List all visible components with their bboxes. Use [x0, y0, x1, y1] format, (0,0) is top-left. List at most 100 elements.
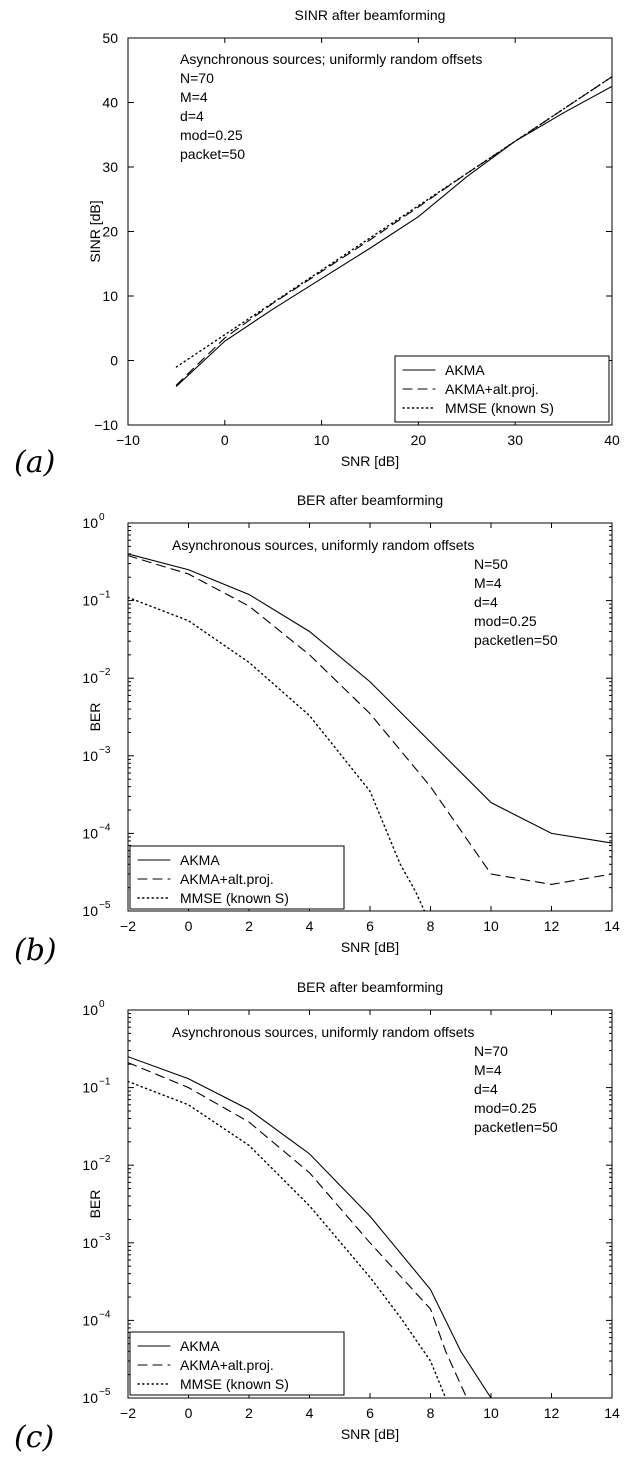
y-tick-exponent: 0	[99, 512, 105, 523]
y-tick-label: 10	[82, 1080, 98, 1096]
legend-box	[129, 1331, 345, 1396]
x-tick-label: 12	[544, 1405, 560, 1421]
x-tick-label: 2	[245, 1405, 253, 1421]
x-tick-label: 14	[604, 918, 620, 934]
x-tick-label: 4	[306, 918, 314, 934]
x-tick-label: 0	[185, 918, 193, 934]
annotation-line: d=4	[474, 594, 498, 610]
y-tick-exponent: 0	[99, 999, 105, 1010]
series-group	[128, 1056, 492, 1398]
chart-title: BER after beamforming	[297, 492, 443, 508]
series-line-1	[175, 76, 612, 386]
y-tick-label: 0	[110, 353, 118, 369]
legend-box	[394, 355, 610, 423]
annotation-line: d=4	[180, 108, 204, 124]
annotation-line: d=4	[474, 1081, 498, 1097]
y-tick-label: −10	[94, 417, 118, 433]
y-axis-label: BER	[87, 1190, 103, 1219]
series-line-0	[128, 1056, 492, 1398]
series-line-2	[128, 1080, 447, 1398]
x-tick-label: 0	[221, 432, 229, 448]
y-tick-exponent: −5	[99, 1387, 111, 1398]
y-tick-label: 10	[102, 288, 118, 304]
panel-label: (b)	[14, 933, 57, 968]
chart-title: BER after beamforming	[297, 979, 443, 995]
annotation-line: Asynchronous sources, uniformly random o…	[172, 1024, 474, 1040]
x-tick-label: 14	[604, 1405, 620, 1421]
x-tick-label: 8	[427, 918, 435, 934]
y-tick-label: 10	[82, 748, 98, 764]
y-tick-exponent: −5	[99, 900, 111, 911]
annotation-line: M=4	[474, 1062, 502, 1078]
x-tick-label: 20	[411, 432, 427, 448]
annotation-line: M=4	[180, 89, 208, 105]
x-tick-label: 10	[314, 432, 330, 448]
x-axis-label: SNR [dB]	[341, 453, 399, 469]
y-tick-label: 10	[82, 1312, 98, 1328]
legend-entry-2: MMSE (known S)	[180, 1376, 289, 1392]
legend: AKMA AKMA+alt.proj. MMSE (known S)	[129, 845, 345, 910]
y-tick-label: 20	[102, 224, 118, 240]
y-tick-exponent: −2	[99, 1154, 111, 1165]
legend: AKMA AKMA+alt.proj. MMSE (known S)	[129, 1331, 345, 1396]
series-line-0	[128, 553, 612, 844]
y-tick-exponent: −3	[99, 1232, 111, 1243]
y-tick-label: 30	[102, 159, 118, 175]
y-axis-label: SINR [dB]	[87, 200, 103, 262]
chart-panel-a: SINR after beamforming SNR [dB] SINR [dB] −…	[14, 7, 620, 480]
x-tick-label: 40	[604, 432, 620, 448]
x-tick-label: −2	[120, 918, 136, 934]
annotation-line: M=4	[474, 575, 502, 591]
legend-entry-2: MMSE (known S)	[180, 890, 289, 906]
annotation-line: Asynchronous sources, uniformly random o…	[172, 537, 474, 553]
y-tick-exponent: −3	[99, 745, 111, 756]
x-tick-label: 10	[483, 918, 499, 934]
x-tick-label: 2	[245, 918, 253, 934]
annotation-line: packetlen=50	[474, 632, 558, 648]
series-group	[128, 553, 612, 911]
annotation-line: N=50	[474, 556, 508, 572]
x-tick-label: 0	[185, 1405, 193, 1421]
chart-panel-c: BER after beamforming SNR [dB] BER −2 0 2 4 6 8 1…	[14, 979, 620, 1455]
legend-entry-2: MMSE (known S)	[445, 400, 554, 416]
y-tick-label: 10	[82, 903, 98, 919]
legend: AKMA AKMA+alt.proj. MMSE (known S)	[394, 355, 610, 423]
legend-entry-1: AKMA+alt.proj.	[180, 871, 274, 887]
y-tick-exponent: −2	[99, 667, 111, 678]
y-tick-label: 10	[82, 515, 98, 531]
y-tick-label: 10	[82, 825, 98, 841]
x-tick-label: 30	[507, 432, 523, 448]
legend-entry-0: AKMA	[180, 852, 220, 868]
y-axis-label: BER	[87, 703, 103, 732]
legend-box	[129, 845, 345, 910]
y-tick-label: 10	[82, 1235, 98, 1251]
y-tick-label: 10	[82, 593, 98, 609]
chart-title: SINR after beamforming	[295, 7, 446, 23]
series-line-2	[128, 596, 426, 911]
y-tick-label: 10	[82, 1002, 98, 1018]
y-tick-label: 10	[82, 670, 98, 686]
x-tick-label: 12	[544, 918, 560, 934]
x-tick-label: −2	[120, 1405, 136, 1421]
y-tick-exponent: −4	[99, 1309, 111, 1320]
annotation-line: packetlen=50	[474, 1119, 558, 1135]
y-tick-label: 50	[102, 30, 118, 46]
x-tick-label: 4	[306, 1405, 314, 1421]
annotation-line: mod=0.25	[474, 1100, 537, 1116]
annotation-line: N=70	[180, 70, 214, 86]
annotation-line: mod=0.25	[474, 613, 537, 629]
x-axis-label: SNR [dB]	[341, 1426, 399, 1442]
y-tick-label: 10	[82, 1390, 98, 1406]
x-tick-label: 10	[483, 1405, 499, 1421]
x-tick-label: 6	[366, 918, 374, 934]
x-tick-label: 8	[427, 1405, 435, 1421]
chart-panel-b: BER after beamforming SNR [dB] BER −2 0 2 4 6 8 1…	[14, 492, 620, 968]
legend-entry-0: AKMA	[445, 362, 485, 378]
legend-entry-1: AKMA+alt.proj.	[180, 1357, 274, 1373]
legend-entry-1: AKMA+alt.proj.	[445, 381, 539, 397]
y-tick-label: 10	[82, 1157, 98, 1173]
x-axis-label: SNR [dB]	[341, 939, 399, 955]
panel-label: (a)	[14, 445, 55, 480]
series-group	[175, 75, 612, 387]
